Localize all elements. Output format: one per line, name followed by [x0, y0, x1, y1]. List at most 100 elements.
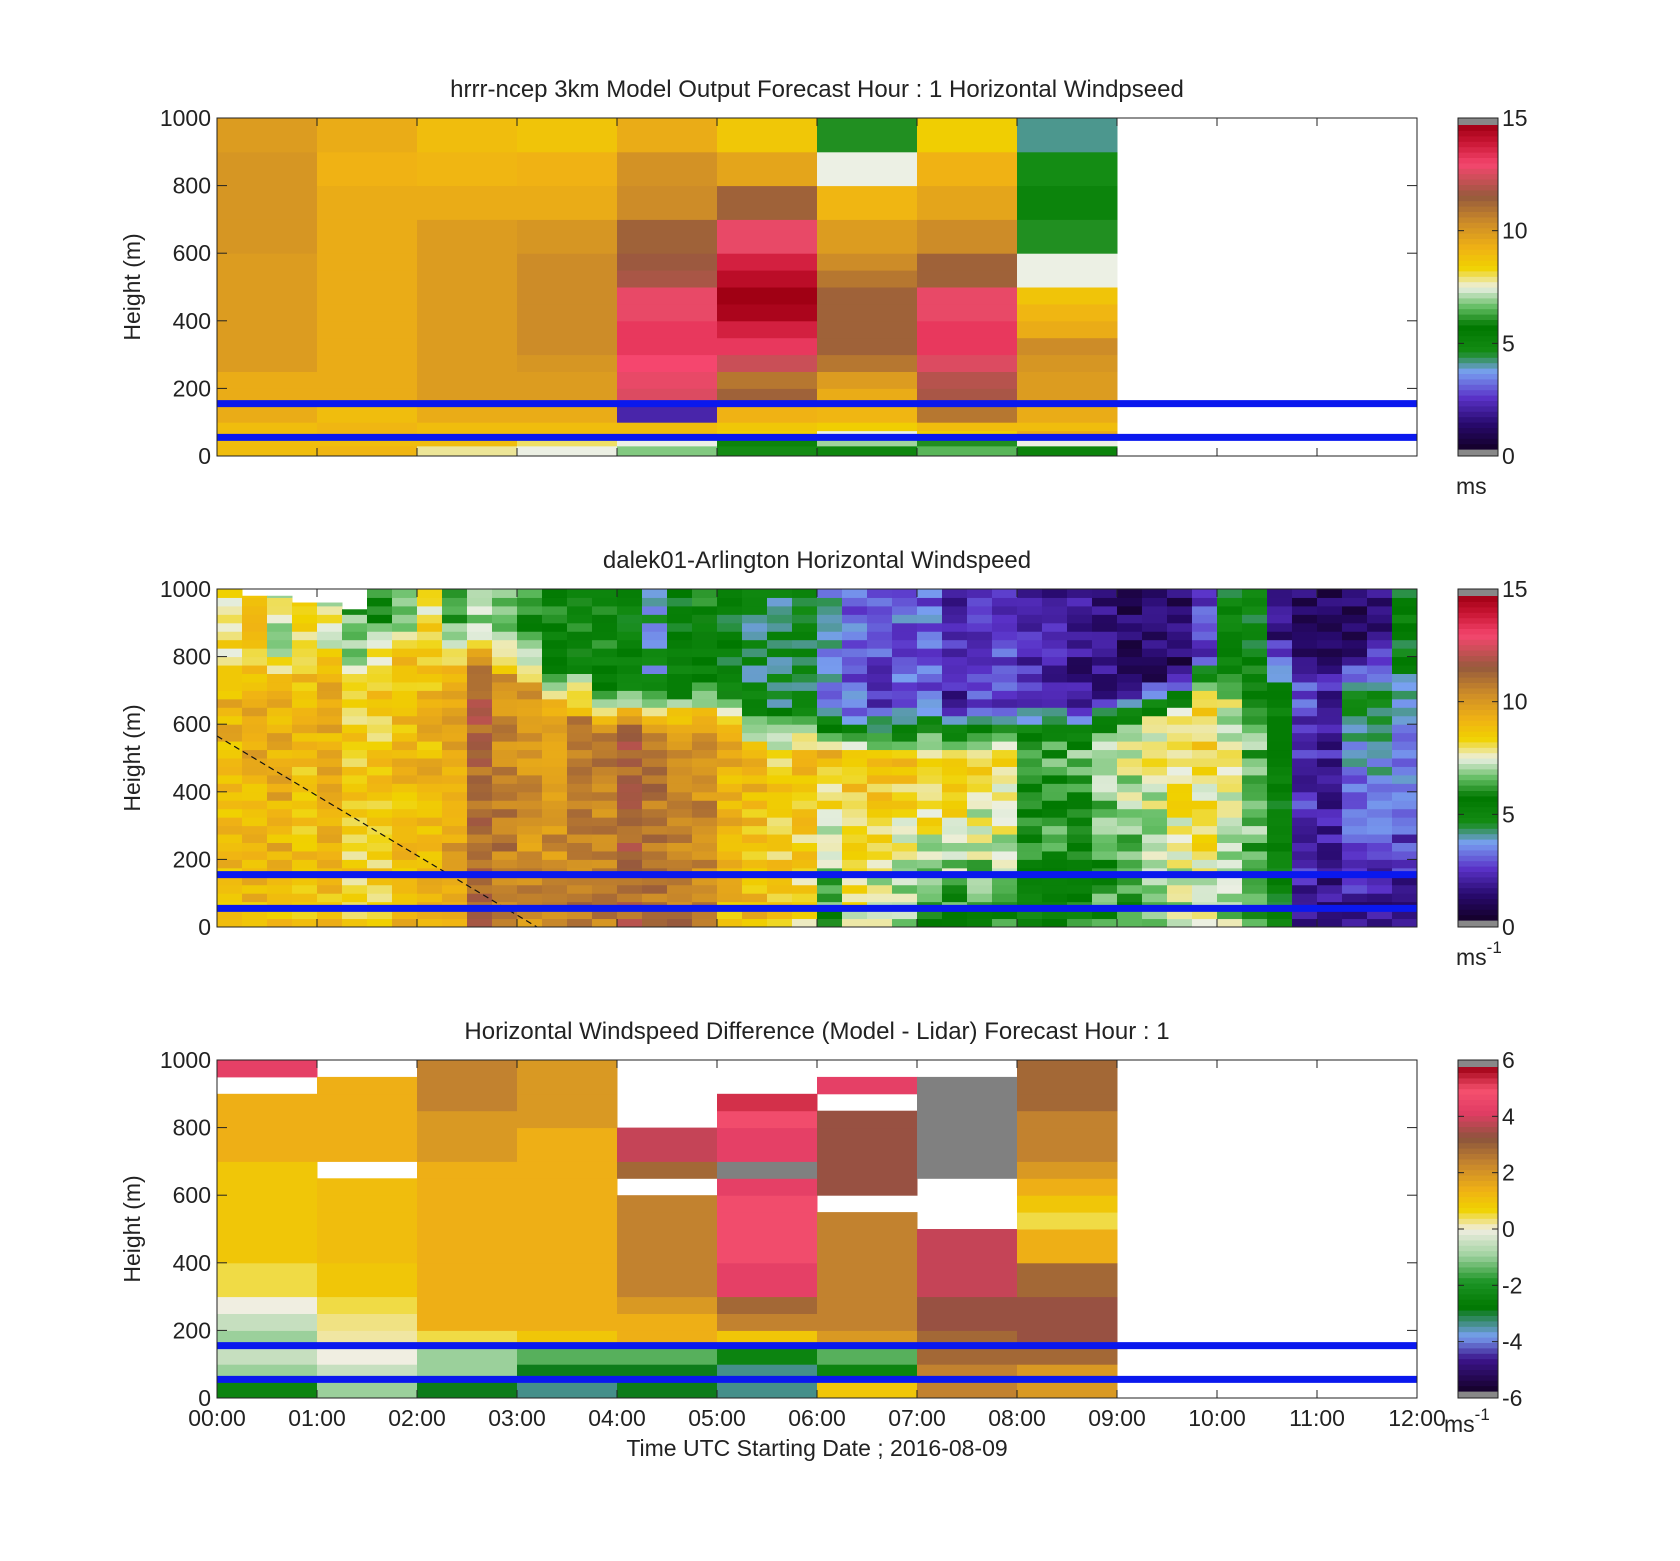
- heatmap-cell: [692, 817, 718, 827]
- heatmap-cell: [867, 910, 893, 920]
- heatmap-cell: [217, 185, 318, 220]
- colorbar-tick-label: 15: [1502, 576, 1528, 602]
- heatmap-cell: [942, 597, 968, 607]
- heatmap-cell: [1017, 1212, 1118, 1230]
- heatmap-cell: [817, 715, 843, 725]
- heatmap-cell: [992, 732, 1018, 742]
- heatmap-cell: [467, 614, 493, 624]
- colorbar-segment: [1458, 833, 1498, 840]
- heatmap-cell: [467, 808, 493, 818]
- heatmap-cell: [317, 1347, 418, 1365]
- heatmap-cell: [1367, 817, 1393, 827]
- heatmap-cell: [542, 715, 568, 725]
- heatmap-cell: [317, 884, 343, 894]
- heatmap-cell: [1267, 614, 1293, 624]
- heatmap-cell: [217, 303, 318, 322]
- heatmap-cell: [1292, 817, 1318, 827]
- colorbar-segment: [1458, 1169, 1498, 1176]
- heatmap-cell: [1092, 715, 1118, 725]
- heatmap-cell: [342, 910, 368, 920]
- heatmap-cell: [1017, 690, 1043, 700]
- heatmap-cell: [1367, 707, 1393, 717]
- x-tick-label: 05:00: [688, 1405, 746, 1431]
- heatmap-cell: [1292, 918, 1318, 927]
- heatmap-cell: [392, 876, 418, 886]
- heatmap-cell: [267, 884, 293, 894]
- heatmap-cell: [1017, 749, 1043, 759]
- heatmap-cell: [1317, 631, 1343, 641]
- heatmap-cell: [1142, 774, 1168, 784]
- heatmap-cell: [217, 859, 243, 869]
- heatmap-cell: [717, 800, 743, 810]
- heatmap-cell: [517, 681, 543, 691]
- heatmap-cell: [1267, 631, 1293, 641]
- heatmap-cell: [992, 766, 1018, 776]
- heatmap-cell: [267, 605, 293, 615]
- heatmap-cell: [492, 825, 518, 835]
- heatmap-cell: [442, 589, 468, 598]
- heatmap-cell: [1067, 665, 1093, 674]
- heatmap-cell: [1017, 337, 1118, 356]
- heatmap-cell: [1167, 639, 1193, 649]
- heatmap-cell: [367, 715, 393, 725]
- heatmap-cell: [842, 648, 868, 658]
- heatmap-cell: [342, 783, 368, 793]
- heatmap-cell: [467, 774, 493, 784]
- heatmap-cell: [917, 656, 943, 666]
- heatmap-cell: [692, 783, 718, 793]
- heatmap-cell: [1267, 800, 1293, 810]
- heatmap-cell: [967, 910, 993, 920]
- heatmap-cell: [892, 884, 918, 894]
- heatmap-cell: [1217, 622, 1243, 632]
- heatmap-cell: [767, 859, 793, 869]
- heatmap-cell: [217, 724, 243, 734]
- heatmap-cell: [717, 597, 743, 607]
- heatmap-cell: [1017, 850, 1043, 860]
- heatmap-cell: [417, 1161, 518, 1179]
- heatmap-cell: [942, 758, 968, 767]
- heatmap-cell: [1092, 834, 1118, 843]
- heatmap-cell: [817, 422, 918, 432]
- heatmap-cell: [1042, 774, 1068, 784]
- heatmap-cell: [342, 774, 368, 784]
- heatmap-cell: [867, 884, 893, 894]
- heatmap-cell: [942, 724, 968, 734]
- heatmap-cell: [642, 859, 668, 869]
- heatmap-cell: [1142, 732, 1168, 742]
- heatmap-cell: [492, 910, 518, 920]
- heatmap-cell: [817, 605, 843, 615]
- heatmap-cell: [742, 859, 768, 869]
- heatmap-cell: [617, 766, 643, 776]
- heatmap-cell: [1042, 783, 1068, 793]
- heatmap-cell: [917, 698, 943, 708]
- heatmap-cell: [667, 707, 693, 717]
- heatmap-cell: [492, 673, 518, 683]
- heatmap-cell: [467, 673, 493, 683]
- colorbar-segment: [1458, 795, 1498, 802]
- heatmap-cell: [217, 1161, 318, 1179]
- heatmap-cell: [292, 631, 318, 641]
- heatmap-cell: [1017, 589, 1043, 598]
- heatmap-cell: [367, 893, 393, 903]
- heatmap-cell: [442, 918, 468, 927]
- heatmap-cell: [342, 766, 368, 776]
- heatmap-cell: [942, 876, 968, 886]
- colorbar-segment: [1458, 709, 1498, 716]
- panel-model-cells: [217, 118, 1118, 456]
- heatmap-cell: [942, 715, 968, 725]
- heatmap-cell: [1367, 698, 1393, 708]
- heatmap-cell: [1017, 1093, 1118, 1112]
- heatmap-cell: [1242, 791, 1268, 801]
- heatmap-cell: [1117, 690, 1143, 700]
- heatmap-cell: [1217, 817, 1243, 827]
- heatmap-cell: [617, 605, 643, 615]
- heatmap-cell: [667, 597, 693, 607]
- heatmap-cell: [1142, 808, 1168, 818]
- heatmap-cell: [567, 876, 593, 886]
- colorbar-segment: [1458, 362, 1498, 369]
- heatmap-cell: [367, 648, 393, 658]
- heatmap-cell: [317, 648, 343, 658]
- heatmap-cell: [817, 219, 918, 254]
- heatmap-cell: [1092, 893, 1118, 903]
- heatmap-cell: [717, 791, 743, 801]
